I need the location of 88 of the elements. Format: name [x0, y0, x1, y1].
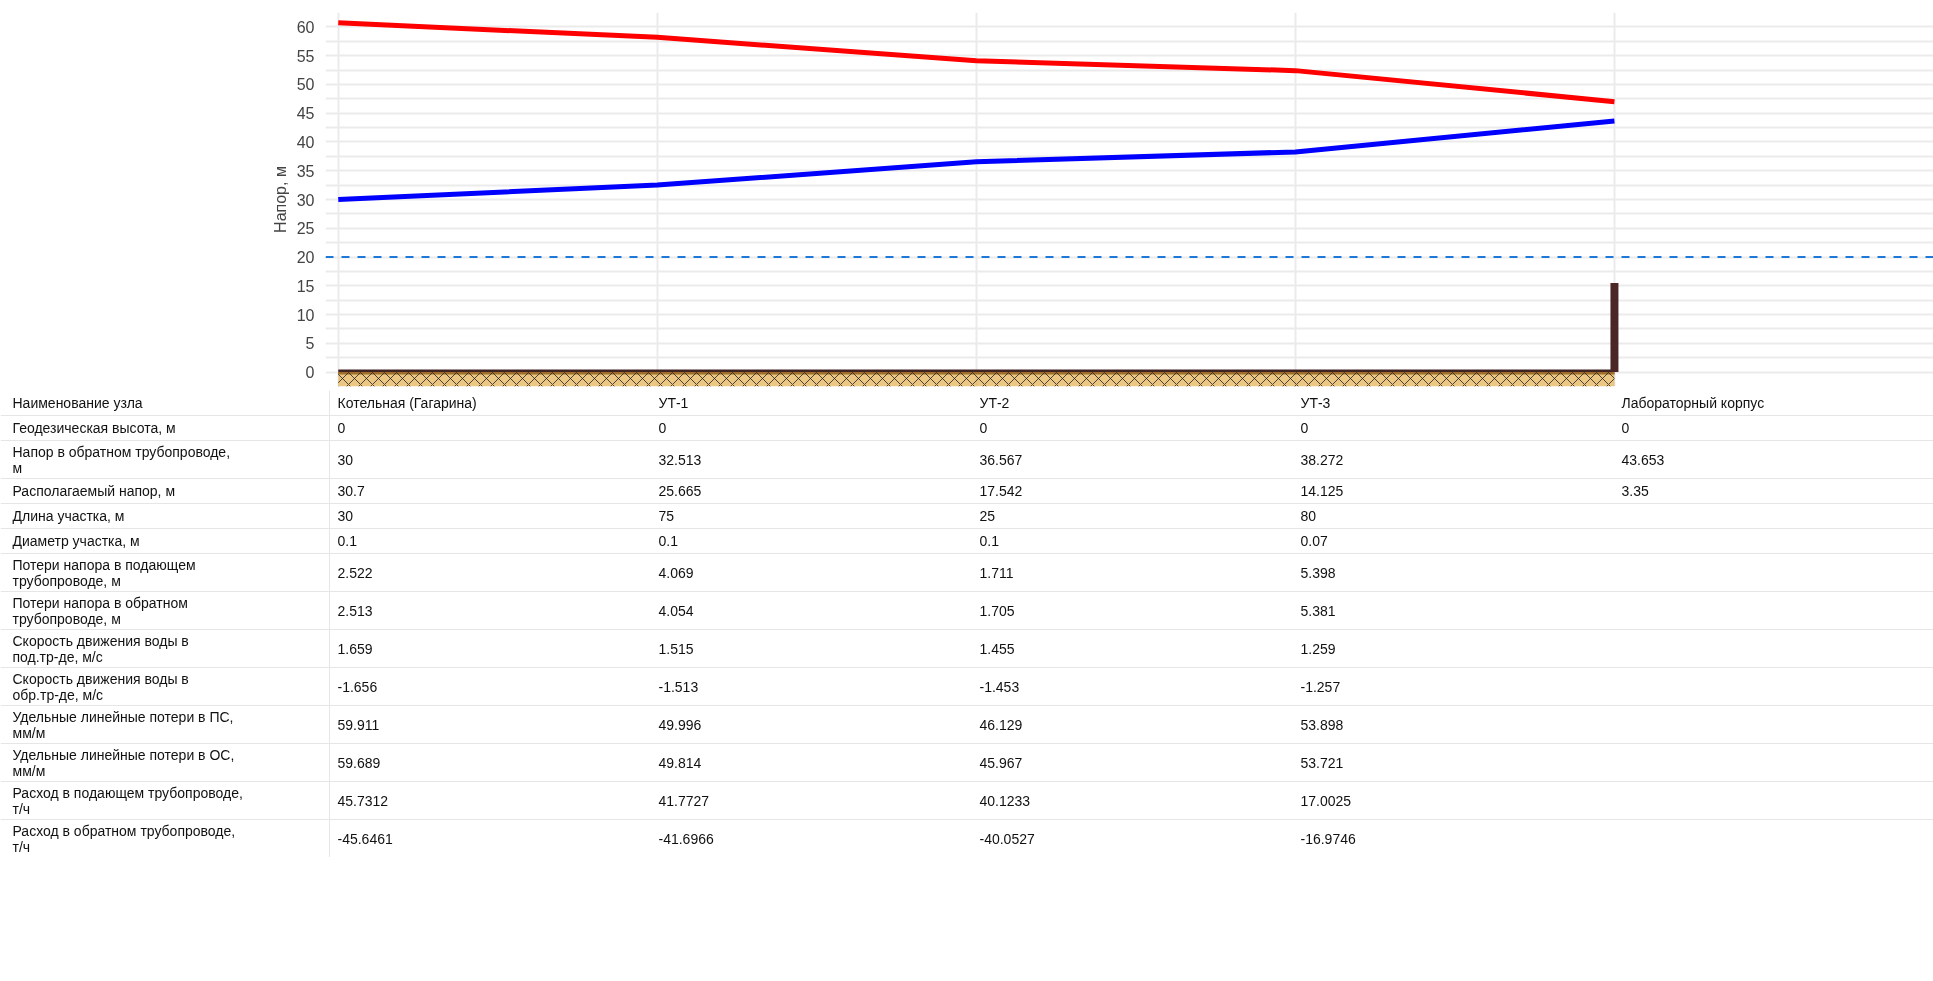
category-label: УТ-2: [979, 395, 1010, 411]
category-label: УТ-1: [658, 395, 689, 411]
data-label: 25: [979, 508, 996, 524]
data-label: 0.07: [1300, 533, 1328, 549]
data-label: 80: [1300, 508, 1317, 524]
text: Диаметр участка, м: [12, 533, 140, 549]
data-label: 32.513: [658, 451, 702, 468]
text: Удельные линейные потери в ОС, мм/м: [12, 746, 235, 779]
data-label: 0.1: [337, 533, 358, 549]
y-axis-title: Напор, м: [271, 166, 289, 233]
data-label: -40.0527: [979, 830, 1035, 847]
data-label: 1.659: [337, 640, 373, 657]
text: Потери напора в подающем трубопроводе, м: [12, 556, 196, 589]
text: Расход в обратном трубопроводе, т/ч: [12, 822, 236, 855]
y-tick-label: 30: [296, 191, 315, 209]
text: Наименование узла: [12, 395, 143, 411]
text: Располагаемый напор, м: [12, 483, 176, 499]
data-label: 30.7: [337, 483, 365, 499]
category-label: Лабораторный корпус: [1621, 395, 1765, 411]
data-label: -1.656: [337, 678, 378, 695]
data-label: 40.1233: [979, 792, 1031, 809]
data-label: -1.513: [658, 678, 699, 695]
data-label: 5.381: [1300, 602, 1336, 619]
data-label: 49.814: [658, 754, 702, 771]
data-label: 1.705: [979, 602, 1015, 619]
y-tick-label: 0: [305, 364, 315, 382]
data-label: 25.665: [658, 483, 702, 499]
y-tick-label: 60: [296, 18, 315, 36]
data-label: 36.567: [979, 451, 1023, 468]
data-label: 41.7727: [658, 792, 710, 809]
data-label: 17.542: [979, 483, 1023, 499]
data-label: 1.455: [979, 640, 1015, 657]
data-label: 0.1: [658, 533, 679, 549]
data-label: -1.453: [979, 678, 1020, 695]
y-tick-label: 10: [296, 306, 315, 324]
data-label: -41.6966: [658, 830, 714, 847]
data-label: 46.129: [979, 716, 1023, 733]
data-label: 30: [337, 508, 354, 524]
text: Длина участка, м: [12, 508, 125, 524]
data-label: 30: [337, 451, 354, 468]
text: Скорость движения воды в под.тр-де, м/с: [12, 632, 189, 665]
data-label: 75: [658, 508, 675, 524]
category-label: Котельная (Гагарина): [337, 395, 477, 411]
data-label: 0: [658, 420, 667, 436]
text: Расход в подающем трубопроводе, т/ч: [12, 784, 243, 817]
data-label: 5.398: [1300, 564, 1336, 581]
data-label: 45.967: [979, 754, 1023, 771]
text: Удельные линейные потери в ПС, мм/м: [12, 708, 234, 741]
data-label: 4.054: [658, 602, 694, 619]
data-label: 53.898: [1300, 716, 1344, 733]
category-label: УТ-3: [1300, 395, 1331, 411]
data-label: 59.689: [337, 754, 381, 771]
data-label: 0: [1300, 420, 1309, 436]
data-label: 49.996: [658, 716, 702, 733]
data-label: -1.257: [1300, 678, 1341, 695]
data-label: 53.721: [1300, 754, 1344, 771]
text: Напор в обратном трубопроводе, м: [12, 443, 231, 476]
data-label: 4.069: [658, 564, 694, 581]
y-tick-label: 55: [296, 47, 315, 65]
data-label: 1.259: [1300, 640, 1336, 657]
data-label: 0: [979, 420, 988, 436]
data-label: -16.9746: [1300, 830, 1356, 847]
data-label: 2.522: [337, 564, 373, 581]
y-tick-label: 40: [296, 133, 315, 151]
y-tick-label: 25: [296, 220, 315, 238]
data-label: 0: [1621, 420, 1630, 436]
y-tick-label: 15: [296, 277, 315, 295]
y-tick-label: 20: [296, 249, 315, 267]
data-label: 45.7312: [337, 792, 389, 809]
data-label: 1.711: [979, 564, 1014, 581]
y-tick-label: 5: [305, 335, 315, 353]
data-label: -45.6461: [337, 830, 393, 847]
data-label: 14.125: [1300, 483, 1344, 499]
data-label: 0.1: [979, 533, 1000, 549]
data-label: 1.515: [658, 640, 694, 657]
y-tick-label: 35: [296, 162, 315, 180]
data-label: 38.272: [1300, 451, 1344, 468]
data-label: 0: [337, 420, 346, 436]
y-tick-label: 45: [296, 105, 315, 123]
y-tick-label: 50: [296, 76, 315, 94]
data-label: 59.911: [337, 716, 380, 733]
series-label: Геодезическая высота, м: [12, 420, 176, 436]
text: Потери напора в обратном трубопроводе, м: [12, 594, 188, 627]
data-label: 2.513: [337, 602, 373, 619]
data-label: 17.0025: [1300, 792, 1352, 809]
data-label: 3.35: [1621, 483, 1649, 499]
text: Скорость движения воды в обр.тр-де, м/с: [12, 670, 189, 703]
data-label: 43.653: [1621, 451, 1665, 468]
